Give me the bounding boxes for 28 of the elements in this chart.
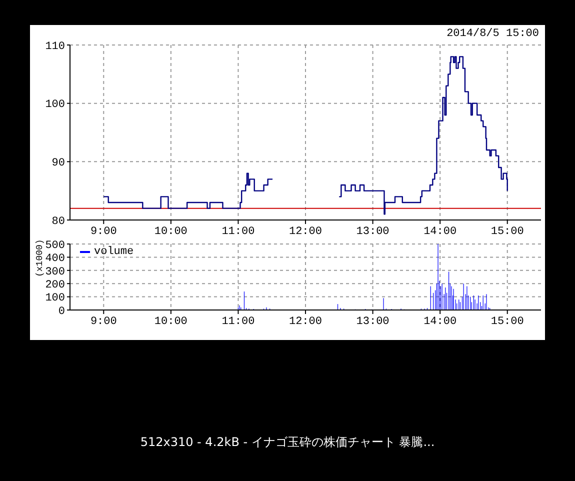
x-tick-label: 13:00 bbox=[356, 226, 390, 238]
y-axis-title: (x1000) bbox=[35, 239, 46, 277]
x-tick-label: 12:00 bbox=[288, 316, 322, 328]
x-tick-label: 14:00 bbox=[424, 226, 457, 238]
x-tick-label: 11:00 bbox=[222, 316, 255, 328]
y-tick-label: 110 bbox=[45, 40, 65, 53]
legend-label: volume bbox=[94, 246, 134, 258]
y-tick-label: 200 bbox=[45, 280, 65, 292]
text: 512x310 - 4.2kB - イナゴ玉砕の株価チャート 暴騰... bbox=[139, 434, 436, 451]
x-tick-label: 13:00 bbox=[356, 316, 390, 328]
y-tick-label: 400 bbox=[45, 253, 65, 266]
y-tick-label: 80 bbox=[52, 216, 65, 228]
y-tick-label: 90 bbox=[52, 158, 65, 170]
x-tick-label: 15:00 bbox=[490, 226, 524, 238]
y-tick-label: 100 bbox=[45, 99, 65, 112]
x-tick-label: 11:00 bbox=[222, 226, 255, 238]
x-tick-label: 12:00 bbox=[288, 226, 322, 238]
y-tick-label: 300 bbox=[45, 266, 65, 278]
y-tick-label: 500 bbox=[45, 240, 65, 252]
x-tick-label: 9:00 bbox=[90, 226, 117, 238]
y-tick-label: 0 bbox=[58, 306, 65, 318]
x-tick-label: 15:00 bbox=[490, 316, 524, 328]
chart-title: 2014/8/5 15:00 bbox=[446, 28, 539, 40]
x-tick-label: 14:00 bbox=[424, 316, 457, 328]
x-tick-label: 9:00 bbox=[90, 316, 117, 328]
x-tick-label: 10:00 bbox=[154, 226, 188, 238]
x-tick-label: 10:00 bbox=[154, 316, 188, 328]
y-tick-label: 100 bbox=[45, 292, 65, 305]
